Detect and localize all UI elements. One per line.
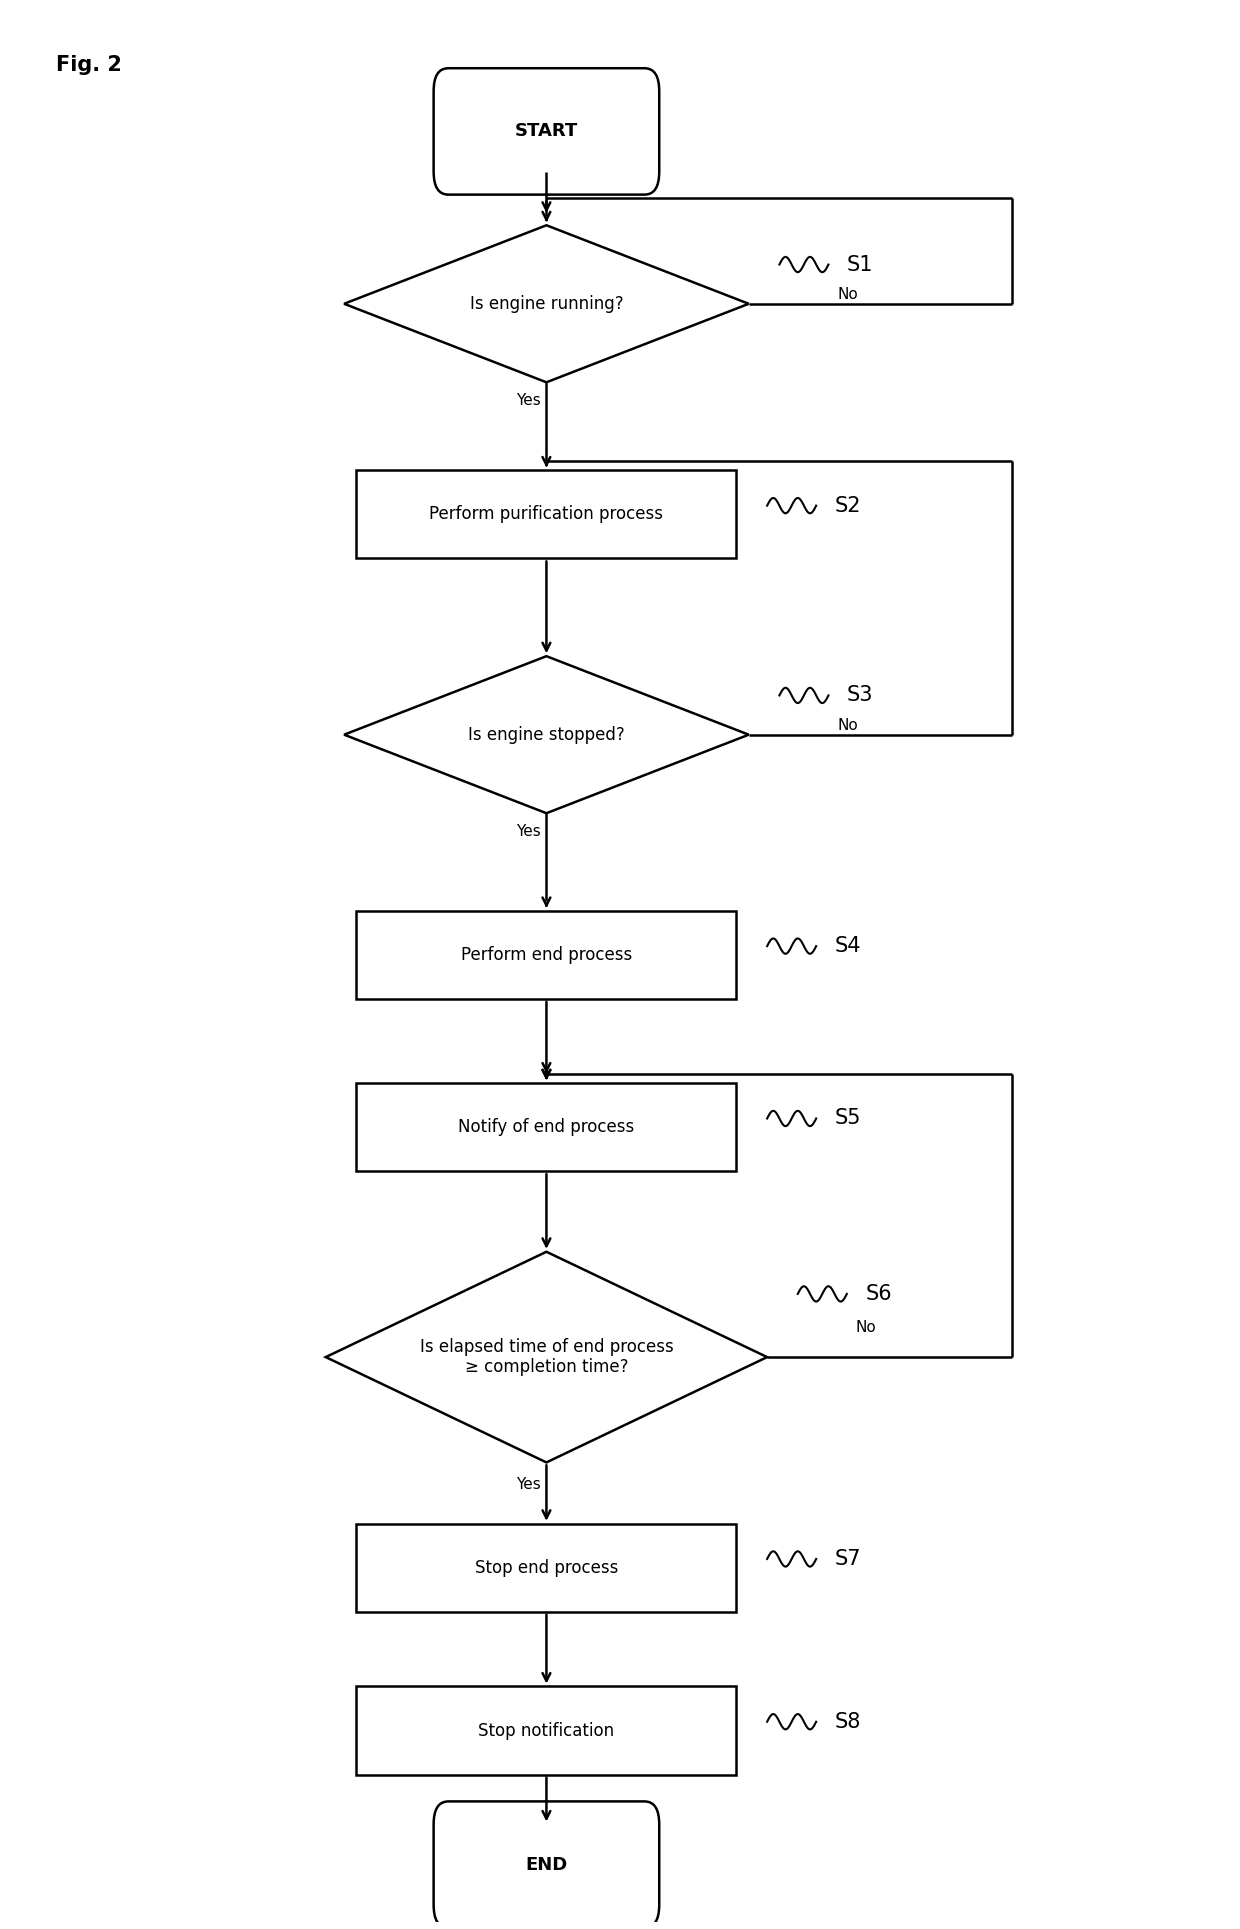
Text: Stop end process: Stop end process: [475, 1559, 618, 1576]
Text: S4: S4: [835, 936, 861, 957]
Text: S2: S2: [835, 496, 861, 515]
Polygon shape: [326, 1252, 768, 1462]
Text: Stop notification: Stop notification: [479, 1721, 615, 1740]
Bar: [356, 1686, 737, 1775]
Text: No: No: [856, 1319, 877, 1335]
Text: Is engine stopped?: Is engine stopped?: [467, 725, 625, 745]
Text: Yes: Yes: [516, 824, 541, 839]
Text: Is elapsed time of end process
≥ completion time?: Is elapsed time of end process ≥ complet…: [419, 1337, 673, 1377]
Polygon shape: [345, 226, 749, 382]
Text: No: No: [837, 287, 858, 303]
Polygon shape: [345, 656, 749, 814]
Text: Notify of end process: Notify of end process: [459, 1119, 635, 1136]
Text: S3: S3: [847, 685, 873, 706]
FancyBboxPatch shape: [434, 1802, 660, 1927]
Text: Yes: Yes: [516, 394, 541, 409]
Text: S8: S8: [835, 1711, 861, 1732]
Text: START: START: [515, 122, 578, 141]
FancyBboxPatch shape: [434, 68, 660, 195]
Text: S7: S7: [835, 1549, 861, 1568]
Text: END: END: [526, 1856, 568, 1873]
Text: Perform end process: Perform end process: [461, 945, 632, 964]
Bar: [356, 910, 737, 999]
Text: S5: S5: [835, 1109, 861, 1128]
Text: Yes: Yes: [516, 1478, 541, 1493]
Bar: [356, 471, 737, 559]
Text: S6: S6: [866, 1285, 892, 1304]
Text: Fig. 2: Fig. 2: [56, 54, 122, 75]
Text: No: No: [837, 718, 858, 733]
Bar: [356, 1084, 737, 1171]
Text: Is engine running?: Is engine running?: [470, 295, 624, 312]
Text: Perform purification process: Perform purification process: [429, 505, 663, 523]
Text: S1: S1: [847, 255, 873, 274]
Bar: [356, 1524, 737, 1613]
